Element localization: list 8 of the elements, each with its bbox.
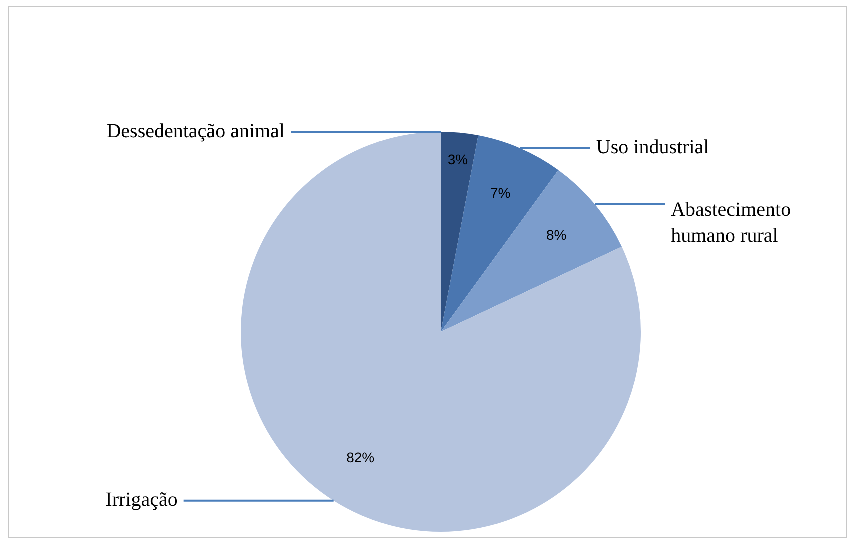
data-label: 3% bbox=[448, 152, 468, 168]
data-label: 82% bbox=[346, 450, 375, 466]
slice-label: Uso industrial bbox=[596, 136, 710, 159]
data-label: 8% bbox=[546, 227, 567, 244]
data-label: 7% bbox=[490, 185, 511, 202]
slice-label: Irrigação bbox=[106, 489, 178, 512]
slice-label: Dessedentação animal bbox=[106, 120, 286, 142]
slice-label: Abastecimento humano rural bbox=[671, 198, 792, 247]
